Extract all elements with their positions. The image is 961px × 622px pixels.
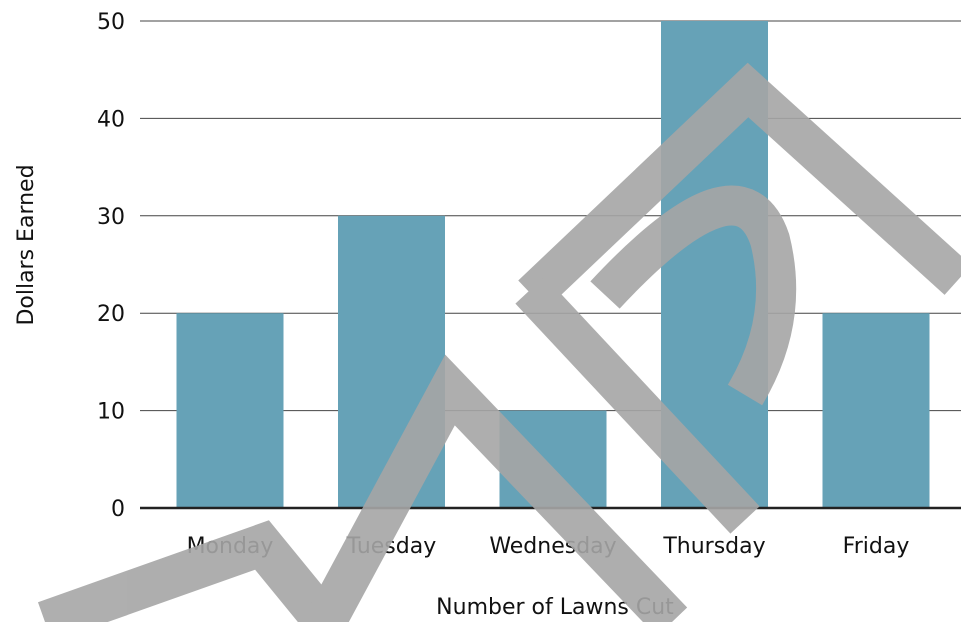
y-tick-label: 50 — [97, 10, 125, 35]
watermark-letter-m — [37, 520, 342, 622]
bar-monday — [176, 313, 284, 508]
y-tick-label: 0 — [111, 497, 125, 522]
x-tick-label: Friday — [843, 534, 910, 559]
watermark-letter-m-right — [306, 354, 688, 622]
y-tick-label: 20 — [97, 302, 125, 327]
watermark-letter-a-bowl — [590, 185, 797, 406]
y-tick-label: 30 — [97, 205, 125, 230]
watermark-letter-p — [515, 276, 760, 534]
y-tick-label: 10 — [97, 400, 125, 425]
y-tick-label: 40 — [97, 107, 125, 132]
watermark-letter-a — [518, 62, 961, 310]
bars — [176, 21, 930, 509]
x-tick-label: Thursday — [662, 534, 765, 559]
watermark-map — [37, 62, 961, 622]
bar-friday — [822, 313, 930, 508]
y-tick-labels: 0 10 20 30 40 50 — [97, 10, 125, 522]
y-axis-title: Dollars Earned — [14, 164, 39, 325]
